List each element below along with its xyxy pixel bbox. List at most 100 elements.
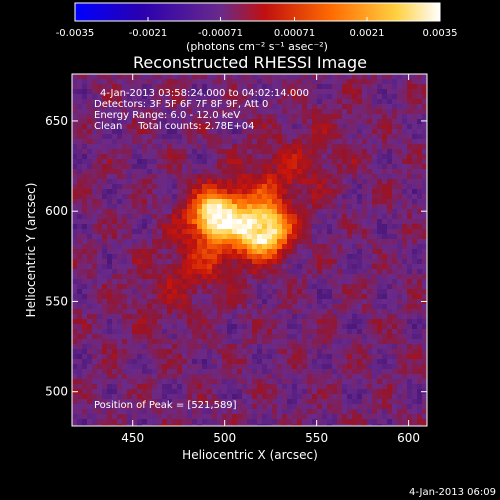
heatmap-cell	[247, 184, 253, 190]
heatmap-cell	[107, 274, 113, 280]
heatmap-cell	[372, 349, 378, 355]
heatmap-cell	[217, 394, 223, 400]
heatmap-cell	[387, 304, 393, 310]
heatmap-cell	[417, 304, 423, 310]
heatmap-cell	[292, 249, 298, 255]
heatmap-cell	[252, 299, 258, 305]
heatmap-cell	[312, 94, 318, 100]
heatmap-cell	[167, 359, 173, 365]
heatmap-cell	[142, 109, 148, 115]
heatmap-cell	[92, 404, 98, 410]
heatmap-cell	[257, 274, 263, 280]
heatmap-cell	[197, 359, 203, 365]
heatmap-cell	[307, 129, 313, 135]
heatmap-cell	[242, 379, 248, 385]
heatmap-cell	[187, 114, 193, 120]
heatmap-cell	[202, 109, 208, 115]
heatmap-cell	[262, 99, 268, 105]
heatmap-cell	[332, 259, 338, 265]
heatmap-cell	[127, 109, 133, 115]
heatmap-cell	[127, 189, 133, 195]
heatmap-cell	[72, 324, 78, 330]
heatmap-cell	[72, 304, 78, 310]
heatmap-cell	[152, 374, 158, 380]
heatmap-cell	[302, 294, 308, 300]
heatmap-cell	[267, 199, 273, 205]
heatmap-cell	[152, 389, 158, 395]
heatmap-cell	[252, 274, 258, 280]
heatmap-cell	[202, 149, 208, 155]
heatmap-cell	[142, 344, 148, 350]
heatmap-cell	[102, 204, 108, 210]
heatmap-cell	[362, 414, 368, 420]
heatmap-cell	[277, 284, 283, 290]
heatmap-cell	[387, 214, 393, 220]
heatmap-cell	[417, 309, 423, 315]
heatmap-cell	[387, 174, 393, 180]
heatmap-cell	[347, 89, 353, 95]
heatmap-cell	[262, 164, 268, 170]
heatmap-cell	[332, 89, 338, 95]
heatmap-cell	[202, 214, 208, 220]
heatmap-cell	[232, 349, 238, 355]
heatmap-cell	[192, 114, 198, 120]
heatmap-cell	[92, 189, 98, 195]
heatmap-cell	[97, 249, 103, 255]
heatmap-cell	[237, 109, 243, 115]
heatmap-cell	[92, 269, 98, 275]
heatmap-cell	[352, 114, 358, 120]
heatmap-cell	[352, 124, 358, 130]
heatmap-cell	[312, 254, 318, 260]
heatmap-cell	[142, 169, 148, 175]
heatmap-cell	[282, 359, 288, 365]
heatmap-cell	[367, 394, 373, 400]
heatmap-cell	[207, 104, 213, 110]
heatmap-cell	[362, 384, 368, 390]
heatmap-cell	[237, 324, 243, 330]
heatmap-cell	[212, 229, 218, 235]
heatmap-cell	[342, 284, 348, 290]
heatmap-cell	[127, 399, 133, 405]
heatmap-cell	[277, 79, 283, 85]
heatmap-cell	[242, 359, 248, 365]
heatmap-cell	[257, 264, 263, 270]
heatmap-cell	[122, 384, 128, 390]
heatmap-cell	[357, 299, 363, 305]
heatmap-cell	[417, 119, 423, 125]
heatmap-cell	[382, 324, 388, 330]
heatmap-cell	[122, 134, 128, 140]
heatmap-cell	[402, 384, 408, 390]
heatmap-cell	[142, 399, 148, 405]
heatmap-cell	[337, 344, 343, 350]
heatmap-cell	[387, 419, 393, 425]
heatmap-cell	[167, 99, 173, 105]
heatmap-cell	[177, 249, 183, 255]
heatmap-cell	[187, 249, 193, 255]
heatmap-cell	[397, 404, 403, 410]
heatmap-cell	[117, 164, 123, 170]
heatmap-cell	[422, 359, 427, 365]
heatmap-cell	[192, 214, 198, 220]
heatmap-cell	[212, 369, 218, 375]
heatmap-cell	[292, 414, 298, 420]
heatmap-cell	[297, 219, 303, 225]
heatmap-cell	[107, 284, 113, 290]
heatmap-cell	[307, 274, 313, 280]
heatmap-cell	[387, 359, 393, 365]
heatmap-cell	[87, 179, 93, 185]
heatmap-cell	[322, 259, 328, 265]
heatmap-cell	[387, 349, 393, 355]
heatmap-cell	[127, 104, 133, 110]
heatmap-cell	[372, 419, 378, 425]
heatmap-cell	[102, 329, 108, 335]
heatmap-cell	[222, 374, 228, 380]
heatmap-cell	[272, 419, 278, 425]
heatmap-cell	[147, 359, 153, 365]
heatmap-cell	[217, 109, 223, 115]
heatmap-cell	[417, 109, 423, 115]
heatmap-cell	[202, 169, 208, 175]
heatmap-cell	[127, 129, 133, 135]
heatmap-cell	[302, 209, 308, 215]
heatmap-cell	[257, 269, 263, 275]
heatmap-cell	[287, 299, 293, 305]
